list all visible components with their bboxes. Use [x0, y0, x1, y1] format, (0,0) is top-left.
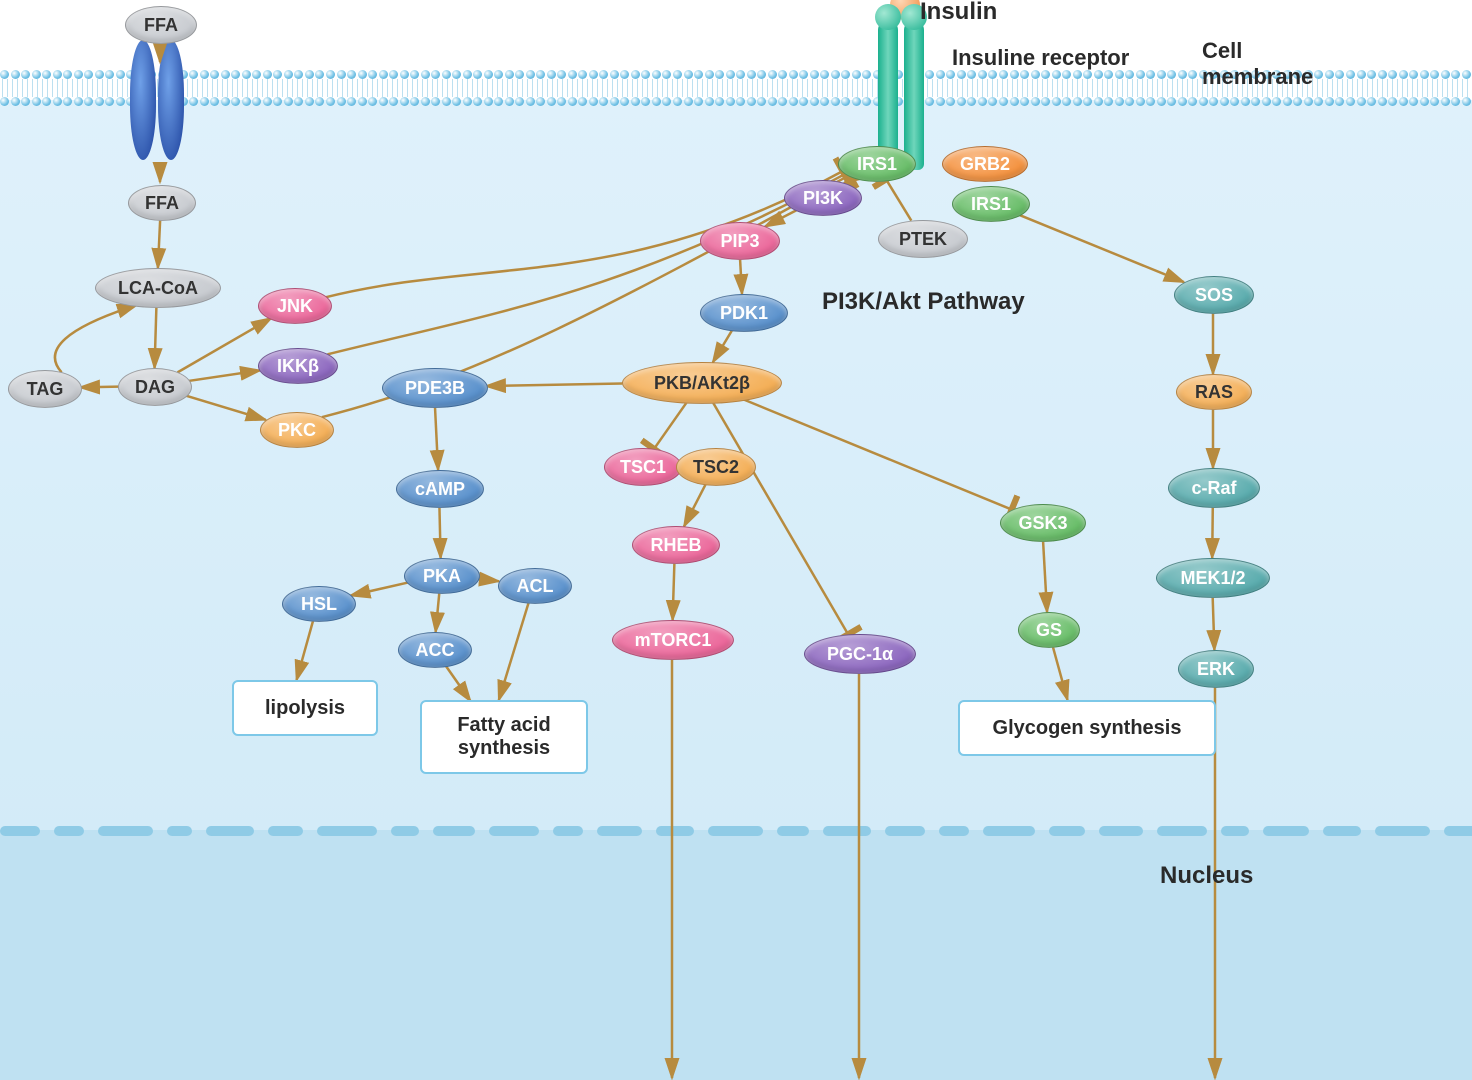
node-gs: GS [1018, 612, 1080, 648]
node-rheb: RHEB [632, 526, 720, 564]
node-jnk: JNK [258, 288, 332, 324]
node-pka: PKA [404, 558, 480, 594]
node-hsl: HSL [282, 586, 356, 622]
label-insulin-receptor: Insuline receptor [952, 45, 1129, 71]
node-erk: ERK [1178, 650, 1254, 688]
node-ffa-out: FFA [125, 6, 197, 44]
ffa-transporter-icon [130, 40, 184, 160]
node-gsk3: GSK3 [1000, 504, 1086, 542]
node-pkb: PKB/AKt2β [622, 362, 782, 404]
node-craf: c-Raf [1168, 468, 1260, 508]
node-pip3: PIP3 [700, 222, 780, 260]
node-pde3b: PDE3B [382, 368, 488, 408]
node-dag: DAG [118, 368, 192, 406]
node-ikkb: IKKβ [258, 348, 338, 384]
node-tsc2: TSC2 [676, 448, 756, 486]
label-insulin: Insulin [920, 0, 997, 26]
node-ffa-in: FFA [128, 185, 196, 221]
node-ptek: PTEK [878, 220, 968, 258]
node-sos: SOS [1174, 276, 1254, 314]
node-acc: ACC [398, 632, 472, 668]
box-glyco-synth: Glycogen synthesis [958, 700, 1216, 756]
node-pi3k: PI3K [784, 180, 862, 216]
label-cell-membrane: Cellmembrane [1202, 38, 1313, 90]
node-mtorc1: mTORC1 [612, 620, 734, 660]
node-irs1b: IRS1 [952, 186, 1030, 222]
node-grb2: GRB2 [942, 146, 1028, 182]
node-pgc1a: PGC-1α [804, 634, 916, 674]
label-pi3k-pathway: PI3K/Akt Pathway [822, 288, 1025, 316]
node-acl: ACL [498, 568, 572, 604]
box-lipolysis: lipolysis [232, 680, 378, 736]
node-irs1: IRS1 [838, 146, 916, 182]
node-ras: RAS [1176, 374, 1252, 410]
box-fa-synth: Fatty acidsynthesis [420, 700, 588, 774]
nuclear-envelope [0, 820, 1472, 842]
pathway-canvas: FFA FFA LCA-CoA TAG DAG JNK IKKβ PKC PDE3B cAMP PK… [0, 0, 1472, 1080]
node-pkc: PKC [260, 412, 334, 448]
node-pdk1: PDK1 [700, 294, 788, 332]
node-mek: MEK1/2 [1156, 558, 1270, 598]
label-nucleus-lbl: Nucleus [1160, 862, 1253, 890]
node-camp: cAMP [396, 470, 484, 508]
node-tsc1: TSC1 [604, 448, 682, 486]
node-lca-coa: LCA-CoA [95, 268, 221, 308]
node-tag: TAG [8, 370, 82, 408]
